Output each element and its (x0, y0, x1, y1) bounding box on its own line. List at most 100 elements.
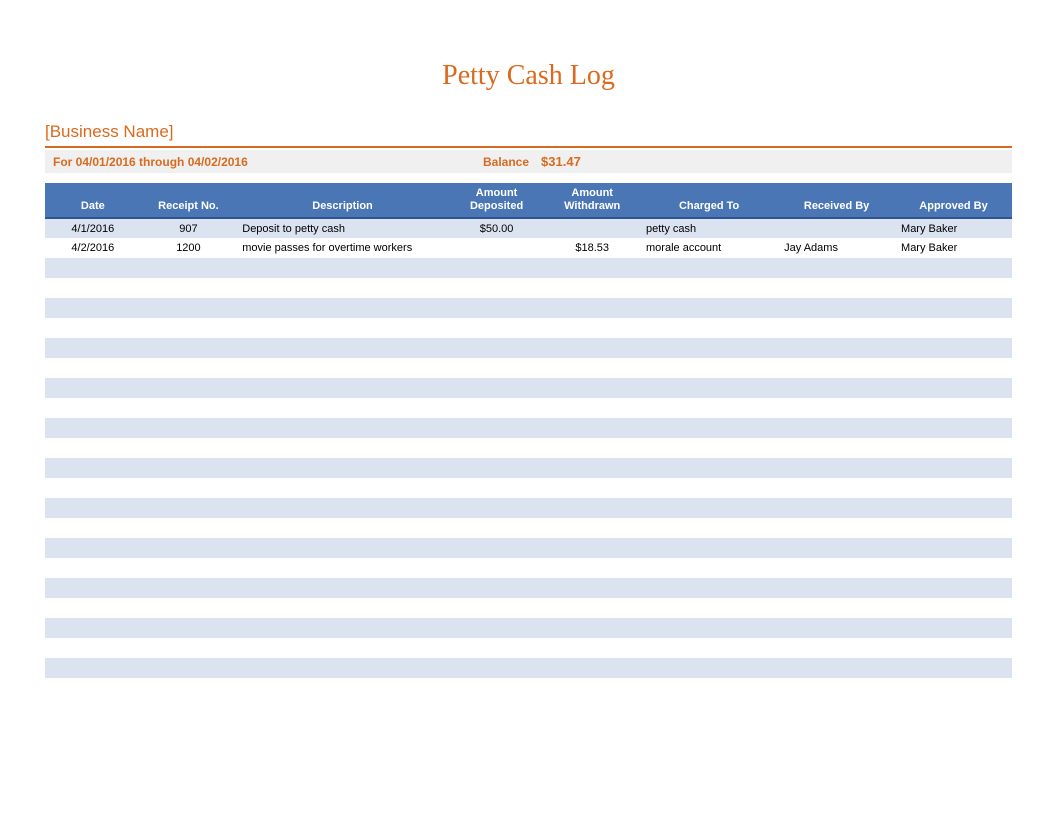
table-cell (778, 498, 895, 518)
table-cell (544, 418, 640, 438)
column-header: AmountWithdrawn (544, 183, 640, 218)
table-cell (895, 458, 1012, 478)
table-cell (449, 458, 545, 478)
table-cell (449, 438, 545, 458)
table-cell (640, 458, 778, 478)
table-cell (45, 298, 141, 318)
table-cell: 1200 (141, 238, 237, 258)
table-row (45, 498, 1012, 518)
table-cell (45, 318, 141, 338)
table-row: 4/2/20161200movie passes for overtime wo… (45, 238, 1012, 258)
table-header: DateReceipt No.DescriptionAmountDeposite… (45, 183, 1012, 218)
table-cell (236, 298, 449, 318)
table-cell (640, 558, 778, 578)
table-cell (45, 638, 141, 658)
table-cell (640, 538, 778, 558)
business-name: [Business Name] (45, 122, 1012, 148)
table-cell: Jay Adams (778, 238, 895, 258)
table-row (45, 678, 1012, 698)
table-cell (236, 538, 449, 558)
table-cell (544, 558, 640, 578)
table-cell (544, 298, 640, 318)
table-body: 4/1/2016907Deposit to petty cash$50.00pe… (45, 218, 1012, 698)
table-cell (544, 218, 640, 238)
table-cell (640, 618, 778, 638)
table-cell (449, 398, 545, 418)
table-cell (45, 438, 141, 458)
table-cell (544, 498, 640, 518)
table-cell (449, 278, 545, 298)
table-cell (640, 398, 778, 418)
table-cell (449, 578, 545, 598)
column-header: Charged To (640, 183, 778, 218)
table-cell (544, 458, 640, 478)
table-cell: $18.53 (544, 238, 640, 258)
table-cell (236, 658, 449, 678)
table-cell (778, 278, 895, 298)
table-cell (544, 478, 640, 498)
table-cell (544, 338, 640, 358)
table-row (45, 338, 1012, 358)
table-cell (640, 418, 778, 438)
table-cell (640, 438, 778, 458)
table-cell (236, 358, 449, 378)
balance-value: $31.47 (541, 154, 581, 169)
table-cell (544, 538, 640, 558)
table-row (45, 318, 1012, 338)
table-cell (45, 358, 141, 378)
table-cell (449, 518, 545, 538)
table-cell: $50.00 (449, 218, 545, 238)
table-cell (544, 598, 640, 618)
table-cell (141, 498, 237, 518)
table-row (45, 418, 1012, 438)
table-cell (895, 578, 1012, 598)
table-row (45, 538, 1012, 558)
table-cell (778, 618, 895, 638)
table-cell (141, 578, 237, 598)
table-cell (141, 678, 237, 698)
table-row (45, 278, 1012, 298)
table-row (45, 618, 1012, 638)
table-cell (141, 458, 237, 478)
table-cell (45, 478, 141, 498)
table-cell (449, 318, 545, 338)
table-cell (141, 438, 237, 458)
table-cell: 4/1/2016 (45, 218, 141, 238)
table-row (45, 358, 1012, 378)
table-cell (640, 278, 778, 298)
petty-cash-table: DateReceipt No.DescriptionAmountDeposite… (45, 183, 1012, 698)
table-row: 4/1/2016907Deposit to petty cash$50.00pe… (45, 218, 1012, 238)
table-cell (778, 518, 895, 538)
table-cell (236, 378, 449, 398)
column-header: Receipt No. (141, 183, 237, 218)
table-cell (640, 678, 778, 698)
table-cell (236, 638, 449, 658)
table-cell (449, 298, 545, 318)
table-cell (778, 658, 895, 678)
table-cell (640, 318, 778, 338)
table-cell (236, 418, 449, 438)
table-cell (778, 358, 895, 378)
table-cell (895, 478, 1012, 498)
table-cell (45, 578, 141, 598)
table-cell (778, 558, 895, 578)
table-cell (778, 398, 895, 418)
table-cell (544, 398, 640, 418)
table-cell (236, 678, 449, 698)
table-cell (141, 658, 237, 678)
column-header: Description (236, 183, 449, 218)
table-cell (236, 498, 449, 518)
table-cell (449, 338, 545, 358)
table-cell: 907 (141, 218, 237, 238)
table-cell (895, 258, 1012, 278)
column-header: Approved By (895, 183, 1012, 218)
date-range: For 04/01/2016 through 04/02/2016 (53, 155, 483, 169)
table-cell (236, 558, 449, 578)
table-cell (544, 518, 640, 538)
table-cell (141, 558, 237, 578)
table-cell (544, 258, 640, 278)
table-cell (141, 378, 237, 398)
table-cell (544, 358, 640, 378)
table-cell (236, 338, 449, 358)
table-cell (640, 298, 778, 318)
